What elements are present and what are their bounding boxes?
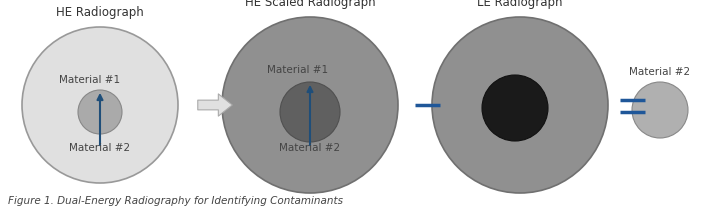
Circle shape (632, 82, 688, 138)
Circle shape (22, 27, 178, 183)
Text: HE Scaled Radiograph: HE Scaled Radiograph (245, 0, 375, 9)
Text: Material #2: Material #2 (69, 143, 130, 153)
Circle shape (432, 17, 608, 193)
Circle shape (482, 75, 548, 141)
Text: Material #1: Material #1 (267, 65, 328, 75)
Circle shape (280, 82, 340, 142)
Text: LE Radiograph: LE Radiograph (477, 0, 563, 9)
Text: Material #1: Material #1 (60, 75, 120, 85)
Text: Figure 1. Dual-Energy Radiography for Identifying Contaminants: Figure 1. Dual-Energy Radiography for Id… (8, 196, 343, 206)
Text: HE Radiograph: HE Radiograph (56, 6, 144, 19)
Text: Material #2: Material #2 (629, 67, 690, 77)
FancyArrowPatch shape (198, 94, 233, 116)
Text: Material #2: Material #2 (279, 143, 341, 153)
Circle shape (222, 17, 398, 193)
Circle shape (78, 90, 122, 134)
